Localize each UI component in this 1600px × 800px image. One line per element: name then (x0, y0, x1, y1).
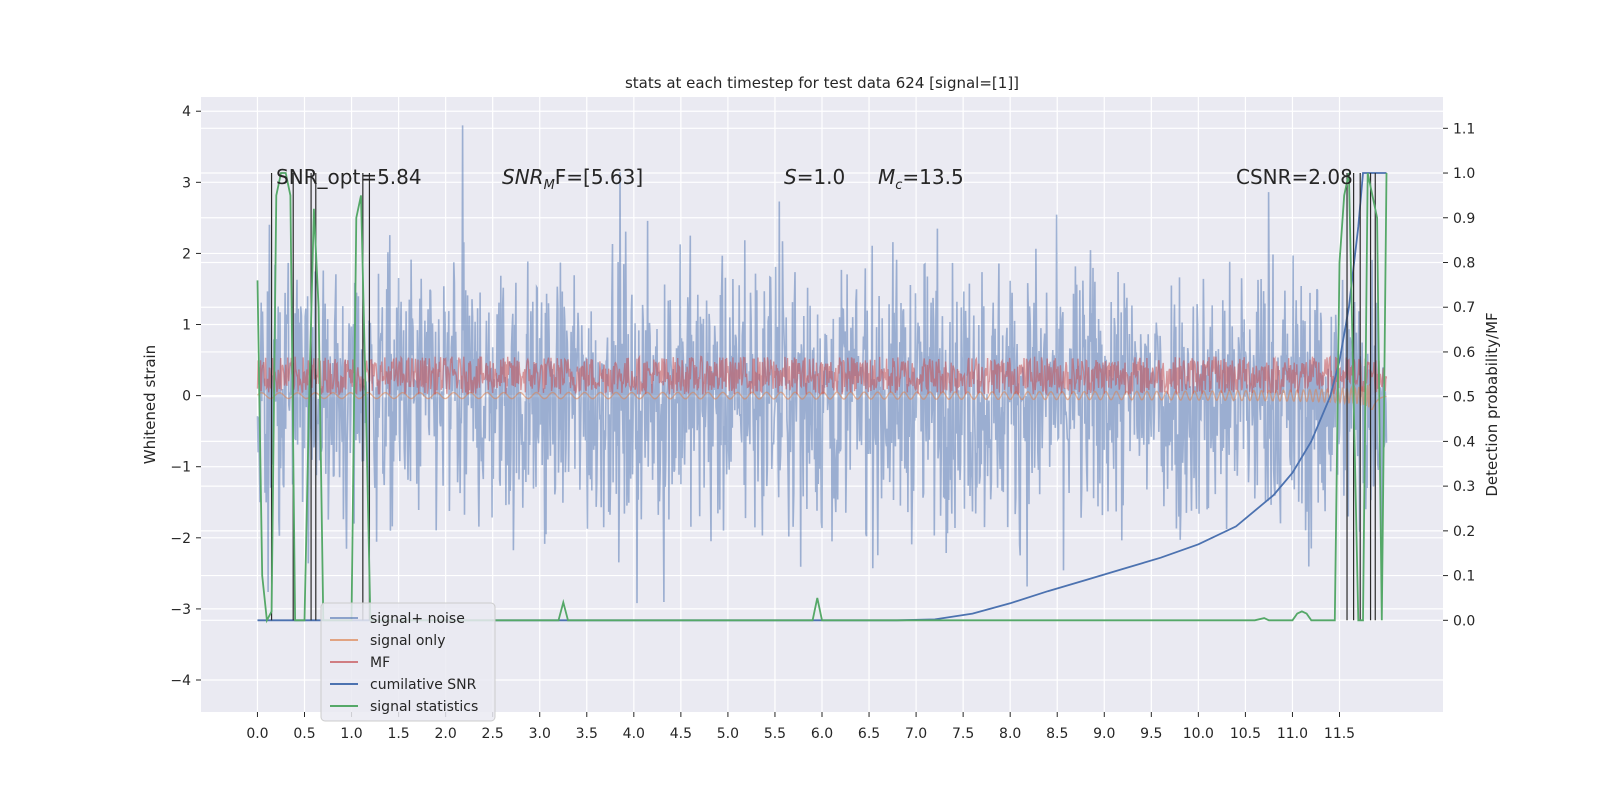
x-tick-label: 6.0 (811, 726, 833, 742)
y2-tick-label: 0.0 (1453, 613, 1475, 629)
x-tick-label: 11.5 (1324, 726, 1355, 742)
x-tick-label: 4.0 (623, 726, 645, 742)
y2-tick-label: 0.5 (1453, 390, 1475, 406)
legend-box (320, 602, 496, 722)
x-tick-label: 3.5 (576, 726, 598, 742)
x-tick-label: 7.5 (952, 726, 974, 742)
y2-tick-label: 0.9 (1453, 211, 1475, 227)
y2-axis-ticks: 1.1 1.0 0.9 0.8 0.7 0.6 0.5 0.4 0.3 0.2 0.1 0.0 (1443, 121, 1475, 629)
annotation-s-value: =1.0 (797, 165, 846, 189)
annotation-mc-symbol: M (878, 165, 895, 189)
y2-axis-label: Detection probability/MF (1483, 312, 1501, 496)
y2-tick-label: 0.3 (1453, 479, 1475, 495)
y2-tick-label: 0.7 (1453, 300, 1475, 316)
annotation-mc-sub: c (895, 178, 902, 193)
x-tick-label: 9.5 (1140, 726, 1162, 742)
signal-statistics-line (256, 172, 1388, 624)
annotation-mc-value: =13.5 (902, 165, 963, 189)
legend: signal+ noise signal only MF cumilative SNR… (320, 602, 496, 722)
chart-title: stats at each timestep for test data 624… (625, 74, 1019, 92)
legend-label: MF (370, 655, 390, 671)
x-tick-label: 5.0 (717, 726, 739, 742)
x-tick-label: 3.0 (529, 726, 551, 742)
legend-label: signal statistics (370, 699, 478, 715)
y-tick-label: 2 (182, 246, 191, 262)
annotation-snr-mf: SNRMF=[5.63] (502, 165, 643, 193)
x-tick-label: 2.5 (482, 726, 504, 742)
y-tick-label: −3 (170, 602, 191, 618)
x-tick-label: 10.0 (1183, 726, 1214, 742)
y2-tick-label: 0.2 (1453, 524, 1475, 540)
x-tick-label: 11.0 (1277, 726, 1308, 742)
annotation-snr-mf-base: SNR (502, 165, 544, 189)
series-signal-statistics (256, 172, 1388, 624)
y-tick-label: −4 (170, 673, 191, 689)
y2-tick-label: 0.6 (1453, 345, 1475, 361)
legend-label: signal only (370, 633, 445, 649)
annotation-snr-mf-sub: M (544, 178, 555, 193)
legend-label: cumilative SNR (370, 677, 477, 693)
x-axis-ticks: 0.0 0.5 1.0 1.5 2.0 2.5 3.0 3.5 4.0 4.5 5.0 5.5 6.0 6… (246, 712, 1355, 742)
x-tick-label: 5.5 (764, 726, 786, 742)
y2-tick-label: 1.0 (1453, 166, 1475, 182)
y-tick-label: −1 (170, 460, 191, 476)
y2-tick-label: 1.1 (1453, 121, 1475, 137)
x-tick-label: 0.5 (293, 726, 315, 742)
y2-tick-label: 0.8 (1453, 255, 1475, 271)
y-tick-label: 3 (182, 175, 191, 191)
x-tick-label: 7.0 (905, 726, 927, 742)
y2-tick-label: 0.1 (1453, 569, 1475, 585)
x-tick-label: 10.5 (1230, 726, 1261, 742)
series-mf (256, 354, 1388, 397)
y-axis-ticks: 4 3 2 1 0 −1 −2 −3 −4 (170, 104, 201, 689)
y-tick-label: 0 (182, 389, 191, 405)
x-tick-label: 2.0 (435, 726, 457, 742)
x-tick-label: 6.5 (858, 726, 880, 742)
y-tick-label: −2 (170, 531, 191, 547)
annotation-s-symbol: S (784, 165, 797, 189)
x-tick-label: 8.0 (999, 726, 1021, 742)
annotation-csnr: CSNR=2.08 (1236, 165, 1353, 189)
x-tick-label: 8.5 (1046, 726, 1068, 742)
x-tick-label: 1.0 (340, 726, 362, 742)
x-tick-label: 4.5 (670, 726, 692, 742)
x-tick-label: 1.5 (387, 726, 409, 742)
y2-tick-label: 0.4 (1453, 434, 1475, 450)
y-axis-label: Whitened strain (141, 345, 159, 464)
y-tick-label: 1 (182, 318, 191, 334)
x-tick-label: 0.0 (246, 726, 268, 742)
annotation-snr-opt: SNR_opt=5.84 (276, 165, 422, 189)
x-tick-label: 9.0 (1093, 726, 1115, 742)
annotation-mc: Mc=13.5 (878, 165, 964, 193)
mf-line (256, 354, 1388, 397)
annotation-s: S=1.0 (784, 165, 845, 189)
annotation-snr-mf-rest: F=[5.63] (555, 165, 643, 189)
y-tick-label: 4 (182, 104, 191, 120)
legend-label: signal+ noise (370, 611, 465, 627)
